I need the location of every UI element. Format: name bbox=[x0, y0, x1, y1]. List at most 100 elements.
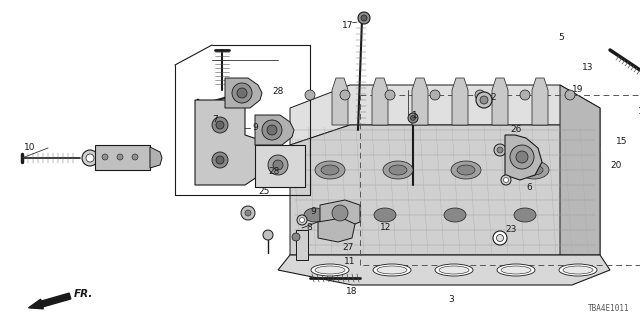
Text: 9: 9 bbox=[252, 124, 258, 132]
Circle shape bbox=[497, 235, 504, 242]
Text: 15: 15 bbox=[616, 138, 627, 147]
Circle shape bbox=[497, 147, 503, 153]
Ellipse shape bbox=[514, 208, 536, 222]
Text: 14: 14 bbox=[638, 108, 640, 116]
Text: 23: 23 bbox=[505, 226, 516, 235]
Text: 8: 8 bbox=[306, 223, 312, 233]
Text: 5: 5 bbox=[558, 34, 564, 43]
Ellipse shape bbox=[559, 264, 597, 276]
Circle shape bbox=[216, 121, 224, 129]
Circle shape bbox=[510, 145, 534, 169]
Polygon shape bbox=[255, 115, 294, 145]
Polygon shape bbox=[225, 78, 262, 108]
Text: 17: 17 bbox=[342, 20, 353, 29]
Circle shape bbox=[332, 205, 348, 221]
Text: 25: 25 bbox=[258, 188, 269, 196]
Circle shape bbox=[212, 152, 228, 168]
Ellipse shape bbox=[315, 266, 345, 274]
Circle shape bbox=[267, 125, 277, 135]
Circle shape bbox=[117, 154, 123, 160]
Circle shape bbox=[102, 154, 108, 160]
Ellipse shape bbox=[383, 161, 413, 179]
Circle shape bbox=[504, 178, 509, 182]
Circle shape bbox=[263, 230, 273, 240]
Ellipse shape bbox=[519, 161, 549, 179]
Text: 12: 12 bbox=[380, 223, 392, 233]
Polygon shape bbox=[318, 218, 355, 242]
Polygon shape bbox=[560, 85, 600, 255]
Circle shape bbox=[82, 150, 98, 166]
Ellipse shape bbox=[389, 165, 407, 175]
Bar bbox=[95, 145, 150, 170]
Circle shape bbox=[297, 215, 307, 225]
Ellipse shape bbox=[563, 266, 593, 274]
Ellipse shape bbox=[439, 266, 469, 274]
Text: 1: 1 bbox=[412, 110, 418, 119]
Ellipse shape bbox=[311, 264, 349, 276]
Ellipse shape bbox=[304, 208, 326, 222]
Circle shape bbox=[268, 155, 288, 175]
Circle shape bbox=[262, 120, 282, 140]
Polygon shape bbox=[452, 78, 468, 125]
Circle shape bbox=[475, 90, 485, 100]
Circle shape bbox=[358, 12, 370, 24]
Circle shape bbox=[494, 144, 506, 156]
Circle shape bbox=[305, 90, 315, 100]
Polygon shape bbox=[332, 78, 348, 125]
Circle shape bbox=[237, 88, 247, 98]
Polygon shape bbox=[195, 100, 265, 185]
Bar bbox=[255, 145, 305, 187]
Circle shape bbox=[340, 90, 350, 100]
Circle shape bbox=[476, 92, 492, 108]
Text: 10: 10 bbox=[24, 143, 35, 153]
Polygon shape bbox=[290, 125, 600, 255]
Text: 11: 11 bbox=[344, 258, 356, 267]
Circle shape bbox=[361, 15, 367, 21]
Text: 6: 6 bbox=[526, 183, 532, 193]
Polygon shape bbox=[278, 255, 610, 285]
Circle shape bbox=[232, 83, 252, 103]
Circle shape bbox=[385, 90, 395, 100]
Text: 7: 7 bbox=[212, 116, 218, 124]
Text: 19: 19 bbox=[572, 85, 584, 94]
Circle shape bbox=[408, 113, 418, 123]
Bar bbox=[296, 230, 308, 260]
Ellipse shape bbox=[451, 161, 481, 179]
Circle shape bbox=[410, 116, 415, 121]
Circle shape bbox=[565, 90, 575, 100]
Text: 9: 9 bbox=[310, 207, 316, 217]
Text: 20: 20 bbox=[610, 161, 621, 170]
Circle shape bbox=[493, 231, 507, 245]
FancyArrow shape bbox=[29, 293, 71, 309]
Ellipse shape bbox=[457, 165, 475, 175]
Circle shape bbox=[241, 206, 255, 220]
Circle shape bbox=[292, 233, 300, 241]
Circle shape bbox=[430, 90, 440, 100]
Polygon shape bbox=[150, 147, 162, 168]
Ellipse shape bbox=[373, 264, 411, 276]
Ellipse shape bbox=[501, 266, 531, 274]
Text: 13: 13 bbox=[582, 63, 593, 73]
Polygon shape bbox=[320, 200, 360, 228]
Ellipse shape bbox=[374, 208, 396, 222]
Text: 27: 27 bbox=[342, 244, 353, 252]
Ellipse shape bbox=[525, 165, 543, 175]
Polygon shape bbox=[505, 135, 542, 180]
Polygon shape bbox=[492, 78, 508, 125]
Circle shape bbox=[216, 156, 224, 164]
Circle shape bbox=[245, 210, 251, 216]
Polygon shape bbox=[372, 78, 388, 125]
Ellipse shape bbox=[321, 165, 339, 175]
Text: 28: 28 bbox=[272, 87, 284, 97]
Text: 28: 28 bbox=[268, 167, 280, 177]
Polygon shape bbox=[412, 78, 428, 125]
Text: 2: 2 bbox=[490, 93, 495, 102]
Circle shape bbox=[480, 96, 488, 104]
Text: FR.: FR. bbox=[74, 289, 93, 299]
Circle shape bbox=[501, 175, 511, 185]
Circle shape bbox=[86, 154, 94, 162]
Circle shape bbox=[273, 160, 283, 170]
Polygon shape bbox=[532, 78, 548, 125]
Text: 18: 18 bbox=[346, 287, 358, 297]
Polygon shape bbox=[290, 85, 600, 145]
